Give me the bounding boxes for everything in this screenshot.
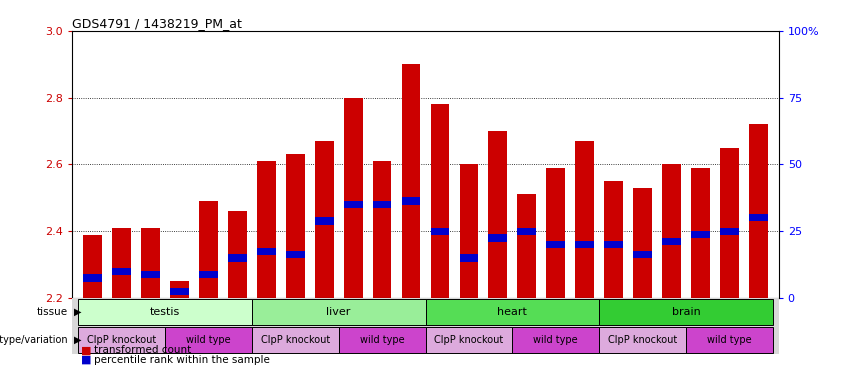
Bar	[252, 299, 426, 325]
Bar	[633, 188, 652, 298]
Bar	[517, 227, 536, 235]
Bar	[315, 141, 334, 298]
Text: wild type: wild type	[186, 335, 231, 345]
Bar	[426, 299, 599, 325]
Bar	[604, 241, 623, 248]
Bar	[315, 217, 334, 225]
Bar	[339, 326, 426, 353]
Bar	[286, 154, 305, 298]
Bar	[575, 241, 594, 248]
Bar	[402, 197, 420, 205]
Bar	[141, 228, 160, 298]
Bar	[402, 64, 420, 298]
Text: ■: ■	[81, 345, 91, 355]
Bar	[344, 98, 363, 298]
Bar	[78, 326, 165, 353]
Text: ▶: ▶	[74, 307, 82, 317]
Text: wild type: wild type	[360, 335, 404, 345]
Text: GDS4791 / 1438219_PM_at: GDS4791 / 1438219_PM_at	[72, 17, 243, 30]
Text: brain: brain	[671, 307, 700, 317]
Bar	[228, 254, 247, 262]
Bar	[749, 214, 768, 222]
Bar	[112, 228, 131, 298]
Bar	[141, 271, 160, 278]
Text: testis: testis	[150, 307, 180, 317]
Bar	[286, 251, 305, 258]
Bar	[170, 281, 189, 298]
Bar	[512, 326, 599, 353]
Bar	[460, 164, 478, 298]
Bar	[199, 271, 218, 278]
Bar	[488, 131, 507, 298]
Text: percentile rank within the sample: percentile rank within the sample	[94, 355, 270, 365]
Text: transformed count: transformed count	[94, 345, 191, 355]
Bar	[686, 326, 773, 353]
Bar	[165, 326, 252, 353]
Bar	[426, 326, 512, 353]
Text: ClpP knockout: ClpP knockout	[434, 335, 504, 345]
Text: ClpP knockout: ClpP knockout	[608, 335, 677, 345]
Text: ▶: ▶	[74, 335, 82, 345]
Bar	[228, 211, 247, 298]
Text: wild type: wild type	[534, 335, 578, 345]
Bar	[431, 104, 449, 298]
Text: tissue: tissue	[37, 307, 68, 317]
Bar	[517, 194, 536, 298]
Bar	[78, 299, 252, 325]
Bar	[170, 288, 189, 295]
Bar	[575, 141, 594, 298]
Text: heart: heart	[497, 307, 528, 317]
Bar	[83, 274, 102, 281]
Bar	[257, 248, 276, 255]
Bar	[662, 164, 681, 298]
Text: genotype/variation: genotype/variation	[0, 335, 68, 345]
Bar	[604, 181, 623, 298]
Bar	[720, 227, 739, 235]
Bar	[662, 238, 681, 245]
Text: wild type: wild type	[707, 335, 751, 345]
Bar	[373, 201, 391, 208]
Bar	[199, 201, 218, 298]
Bar	[546, 168, 565, 298]
Bar	[460, 254, 478, 262]
Bar	[344, 201, 363, 208]
Bar	[488, 234, 507, 242]
Text: ■: ■	[81, 355, 91, 365]
Bar	[112, 268, 131, 275]
Text: ClpP knockout: ClpP knockout	[87, 335, 157, 345]
Bar	[720, 148, 739, 298]
Bar	[252, 326, 339, 353]
Text: liver: liver	[327, 307, 351, 317]
Bar	[373, 161, 391, 298]
Bar	[83, 235, 102, 298]
Bar	[691, 231, 710, 238]
Bar	[599, 326, 686, 353]
Bar	[633, 251, 652, 258]
Text: ClpP knockout: ClpP knockout	[260, 335, 330, 345]
Bar	[749, 124, 768, 298]
Bar	[546, 241, 565, 248]
Bar	[257, 161, 276, 298]
Bar	[431, 227, 449, 235]
Bar	[691, 168, 710, 298]
Bar	[599, 299, 773, 325]
